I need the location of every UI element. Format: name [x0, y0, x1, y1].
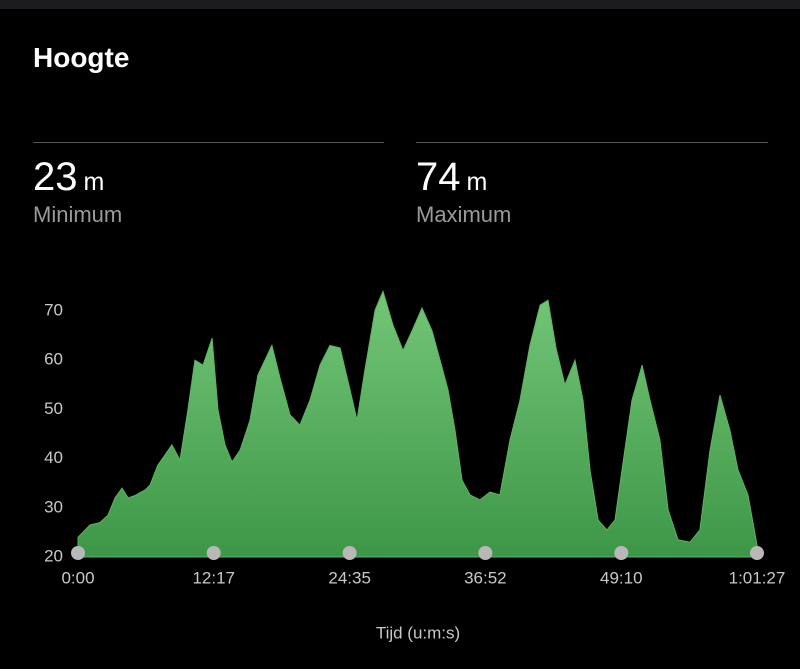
stat-value: 74: [416, 155, 461, 199]
separator: [416, 142, 768, 143]
stat-unit: m: [83, 168, 105, 196]
stat-unit: m: [466, 168, 488, 196]
x-tick-label: 0:00: [61, 568, 94, 587]
x-tick-mark: [478, 546, 493, 560]
title: Hoogte: [33, 42, 130, 73]
x-tick-mark: [750, 546, 764, 560]
x-tick-label: 1:01:27: [729, 568, 786, 587]
x-tick-label: 24:35: [328, 568, 371, 587]
y-tick-label: 20: [44, 546, 63, 565]
x-tick-label: 49:10: [600, 568, 643, 587]
y-tick-label: 70: [44, 300, 63, 319]
y-tick-label: 60: [44, 350, 63, 369]
x-tick-mark: [614, 546, 629, 560]
separator: [33, 142, 384, 143]
top-bar: [0, 0, 800, 9]
x-tick-mark: [342, 546, 357, 560]
y-tick-label: 50: [44, 399, 63, 418]
stat-value: 23: [33, 155, 78, 199]
stat-label: Maximum: [416, 202, 512, 227]
x-tick-mark: [71, 546, 85, 560]
x-tick-label: 36:52: [464, 568, 507, 587]
y-tick-label: 30: [44, 497, 63, 516]
x-tick-label: 12:17: [192, 568, 235, 587]
x-axis-label: Tijd (u:m:s): [376, 623, 460, 642]
stat-max: 74 m Maximum: [416, 155, 511, 228]
elevation-area: [77, 289, 758, 558]
stat-label: Minimum: [33, 202, 123, 227]
y-tick-label: 40: [44, 448, 63, 467]
x-tick-mark: [206, 546, 221, 560]
stat-min: 23 m Minimum: [33, 155, 122, 228]
